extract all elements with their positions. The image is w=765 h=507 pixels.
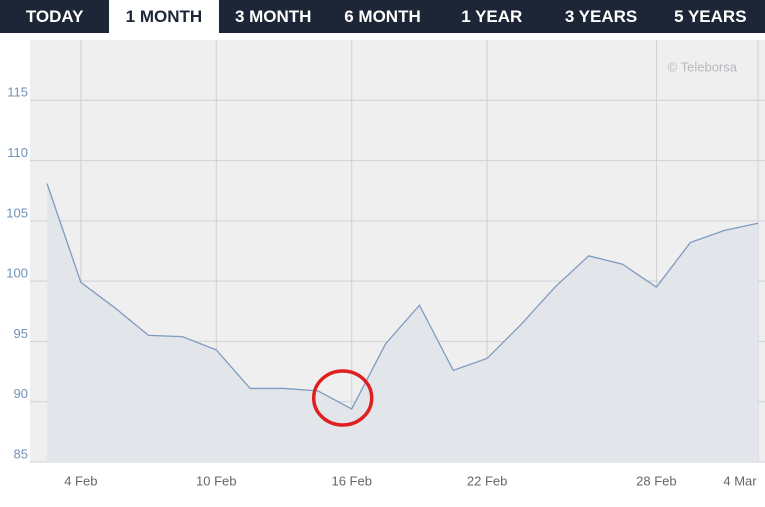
- y-tick-label: 95: [14, 326, 28, 341]
- tab[interactable]: 1 MONTH: [109, 0, 219, 33]
- y-tick-label: 110: [7, 145, 28, 160]
- tab[interactable]: TODAY: [25, 6, 84, 26]
- area: [47, 183, 758, 463]
- x-tick-label: 16 Feb: [331, 473, 371, 488]
- tab[interactable]: 3 MONTH: [234, 6, 312, 26]
- y-tick-label: 90: [14, 386, 28, 401]
- tab[interactable]: 5 YEARS: [674, 6, 747, 26]
- tab[interactable]: 3 YEARS: [564, 6, 638, 26]
- y-tick-label: 105: [6, 205, 28, 220]
- tab-bar: TODAY 1 MONTH 3 MONTH 6 MONTH 1 YEAR 3 YEARS 5…: [0, 0, 765, 33]
- y-tick-label: 100: [6, 266, 28, 281]
- y-tick-label: 85: [14, 446, 28, 461]
- x-tick-label: 28 Feb: [636, 473, 676, 488]
- tab[interactable]: 6 MONTH: [344, 6, 421, 26]
- x-tick-label: 4 Feb: [64, 473, 97, 488]
- x-tick-label: 4 Mar: [723, 473, 757, 488]
- chart: © Teleborsa 85 90 95 100 105 110 115 4 Feb 10 Fe…: [6, 40, 765, 488]
- x-tick-label: 22 Feb: [467, 473, 507, 488]
- x-tick-label: 10 Feb: [196, 473, 236, 488]
- y-tick-label: 115: [7, 85, 28, 100]
- highlight-circle: [311, 369, 374, 427]
- tab[interactable]: 1 YEAR: [461, 6, 523, 26]
- line: [46, 183, 759, 410]
- watermark: © Teleborsa: [668, 59, 738, 74]
